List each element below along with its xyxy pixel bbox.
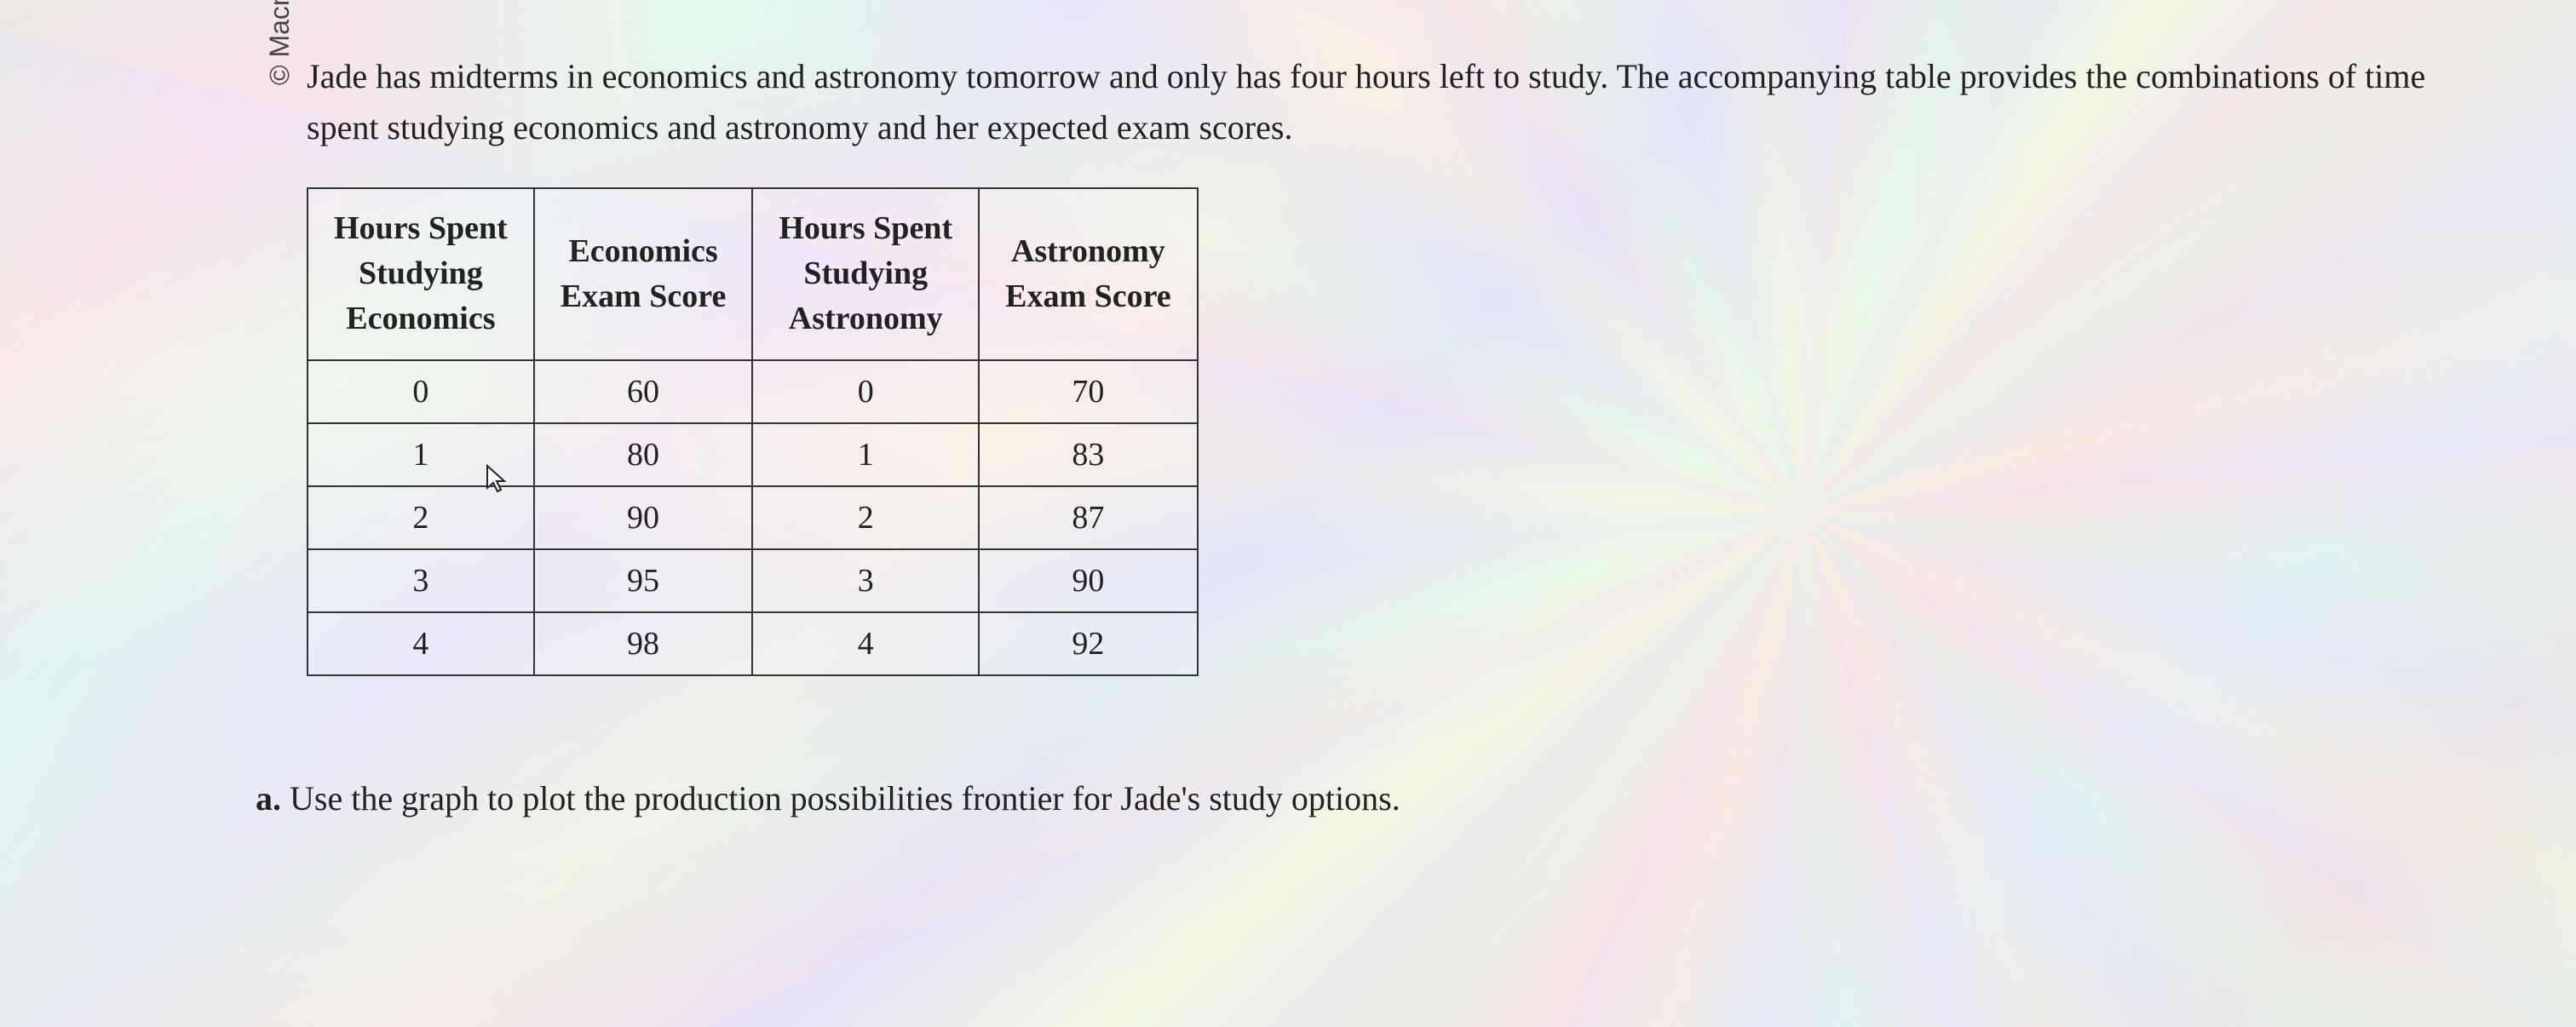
cell: 98 <box>534 612 753 675</box>
copyright-text: © Macmillan Learning <box>264 0 296 85</box>
cell: 80 <box>534 423 753 486</box>
study-table: Hours SpentStudyingEconomics EconomicsEx… <box>307 187 1199 676</box>
table-row: 2 90 2 87 <box>308 486 1198 549</box>
cell: 0 <box>752 360 979 423</box>
header-text: Hours SpentStudyingAstronomy <box>779 210 952 336</box>
cell: 1 <box>752 423 979 486</box>
question-label: a. <box>256 779 281 818</box>
cell: 4 <box>308 612 534 675</box>
cell: 3 <box>308 549 534 612</box>
header-astro-score: AstronomyExam Score <box>979 188 1198 360</box>
cell: 90 <box>979 549 1198 612</box>
cell: 2 <box>752 486 979 549</box>
header-text: AstronomyExam Score <box>1005 233 1171 314</box>
header-astro-hours: Hours SpentStudyingAstronomy <box>752 188 979 360</box>
cell: 90 <box>534 486 753 549</box>
cell: 60 <box>534 360 753 423</box>
header-text: EconomicsExam Score <box>561 233 727 314</box>
table-row: 0 60 0 70 <box>308 360 1198 423</box>
cell: 70 <box>979 360 1198 423</box>
table-row: 3 95 3 90 <box>308 549 1198 612</box>
cell: 3 <box>752 549 979 612</box>
cell: 4 <box>752 612 979 675</box>
cell: 83 <box>979 423 1198 486</box>
cell: 95 <box>534 549 753 612</box>
cell: 92 <box>979 612 1198 675</box>
cell: 87 <box>979 486 1198 549</box>
table-row: 1 80 1 83 <box>308 423 1198 486</box>
cell: 0 <box>308 360 534 423</box>
content-container: © Macmillan Learning Jade has midterms i… <box>0 0 2576 869</box>
header-text: Hours SpentStudyingEconomics <box>334 210 508 336</box>
question-body: Use the graph to plot the production pos… <box>290 779 1400 818</box>
cursor-icon <box>486 464 509 502</box>
question-text: a. Use the graph to plot the production … <box>256 778 2491 818</box>
intro-paragraph: Jade has midterms in economics and astro… <box>307 51 2436 153</box>
header-econ-hours: Hours SpentStudyingEconomics <box>308 188 534 360</box>
table-body: 0 60 0 70 1 80 1 83 2 90 2 87 3 95 3 9 <box>308 360 1198 675</box>
header-econ-score: EconomicsExam Score <box>534 188 753 360</box>
table-header-row: Hours SpentStudyingEconomics EconomicsEx… <box>308 188 1198 360</box>
table-row: 4 98 4 92 <box>308 612 1198 675</box>
